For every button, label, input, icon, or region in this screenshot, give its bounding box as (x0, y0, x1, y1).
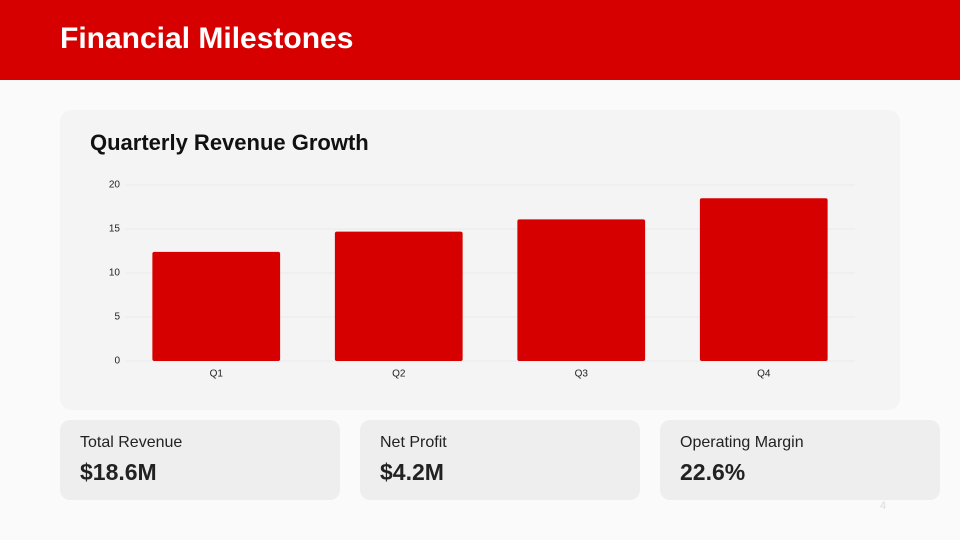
kpi-value: $4.2M (380, 459, 444, 485)
page-number: 4 (880, 500, 887, 512)
bar (334, 231, 463, 361)
kpi-card: Net Profit $4.2M (360, 420, 640, 500)
bar (517, 219, 646, 361)
y-tick-label: 15 (109, 224, 121, 235)
kpi-label: Total Revenue (80, 434, 183, 451)
kpi-label: Net Profit (380, 434, 447, 451)
bar (699, 198, 828, 361)
kpi-label: Operating Margin (680, 434, 804, 451)
kpi-value: $18.6M (80, 459, 157, 485)
kpi-value: 22.6% (680, 459, 746, 485)
y-tick-label: 10 (109, 268, 121, 279)
y-tick-label: 5 (114, 312, 120, 323)
x-tick-label: Q2 (392, 369, 406, 380)
header: Financial Milestones (0, 0, 960, 80)
x-tick-label: Q1 (210, 369, 224, 380)
chart-card: Quarterly Revenue Growth 0 5 10 15 20 Q1 Q2 Q3 Q… (60, 110, 900, 410)
y-tick-label: 0 (114, 356, 120, 367)
slide-title: Financial Milestones (60, 22, 354, 55)
x-tick-label: Q4 (757, 369, 771, 380)
y-tick-label: 20 (109, 180, 121, 191)
bar (152, 251, 281, 361)
kpi-card: Operating Margin 22.6% (660, 420, 940, 500)
kpi-card: Total Revenue $18.6M (60, 420, 340, 500)
chart-title: Quarterly Revenue Growth (90, 130, 369, 155)
x-tick-label: Q3 (575, 369, 589, 380)
chart: 0 5 10 15 20 Q1 Q2 Q3 Q4 (109, 180, 855, 380)
